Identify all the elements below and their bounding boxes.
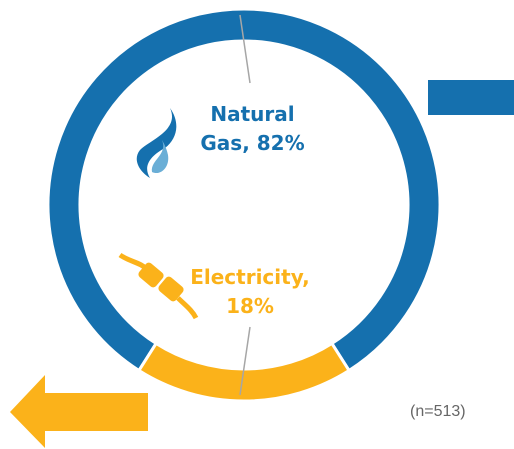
flame-icon	[136, 108, 177, 178]
sample-note: (n=513)	[410, 403, 466, 420]
plug-icon	[118, 252, 199, 320]
data-label: Electricity, 18%	[190, 265, 310, 318]
data-label: Natural Gas, 82%	[200, 102, 305, 155]
donut-segment	[46, 7, 442, 373]
arrow-right	[428, 80, 514, 115]
leader-line	[239, 326, 251, 396]
arrow-left	[10, 375, 148, 448]
leader-line	[239, 14, 251, 84]
